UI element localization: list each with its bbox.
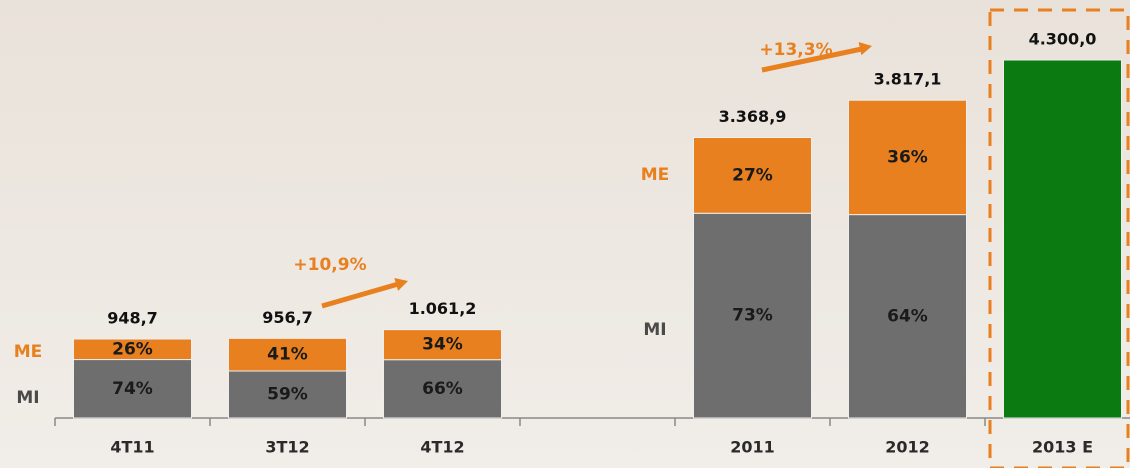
segment-label: 27%	[732, 165, 773, 185]
segment-label: 41%	[267, 345, 308, 365]
x-tick-label: 4T12	[420, 438, 464, 457]
bar	[1004, 60, 1122, 418]
chart: 4T11 74% 26% 948,7 3T12 59% 41% 956,7 4T12 66% 34%…	[0, 0, 1130, 468]
segment-label: 73%	[732, 306, 773, 326]
segment-label: 59%	[267, 385, 308, 405]
series-label: MI	[643, 320, 666, 340]
segment-label: 64%	[887, 306, 928, 326]
x-tick-label: 3T12	[265, 438, 309, 457]
total-label: 1.061,2	[409, 299, 477, 318]
series-label: MI	[16, 388, 39, 408]
segment-label: 74%	[112, 379, 153, 399]
segment-label: 34%	[422, 335, 463, 355]
x-tick-label: 4T11	[110, 438, 154, 457]
total-label: 3.368,9	[719, 107, 787, 126]
x-tick-label: 2013 E	[1032, 438, 1093, 457]
annotation: +10,9%	[293, 255, 366, 275]
series-label: ME	[641, 165, 670, 185]
total-label: 948,7	[107, 309, 158, 328]
series-label: ME	[14, 342, 43, 362]
segment-label: 36%	[887, 147, 928, 167]
segment-label: 26%	[112, 339, 153, 359]
x-tick-label: 2011	[730, 438, 775, 457]
total-label: 956,7	[262, 308, 313, 327]
total-label: 4.300,0	[1029, 30, 1097, 49]
segment-label: 66%	[422, 379, 463, 399]
x-tick-label: 2012	[885, 438, 930, 457]
total-label: 3.817,1	[874, 70, 942, 89]
